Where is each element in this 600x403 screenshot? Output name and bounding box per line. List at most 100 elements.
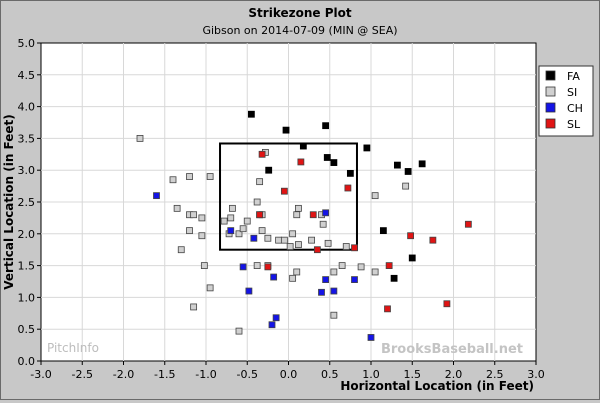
pitch-point-si	[256, 178, 264, 186]
pitch-point-si	[253, 198, 261, 206]
pitch-point-si	[371, 192, 379, 200]
pitch-point-si	[227, 214, 235, 222]
y-axis-ticks: 0.0 0.5 1.0 1.5 2.0 2.5 3.0 3.5 4.0 4.5 5.0	[18, 37, 41, 368]
pitch-point-ch	[318, 288, 325, 296]
pitch-point-si	[136, 134, 144, 142]
x-tick-label: 1.0	[362, 368, 380, 381]
x-tick-label: -2.0	[113, 368, 134, 381]
pitch-point-ch	[330, 287, 338, 295]
pitch-point-si	[308, 236, 316, 244]
pitch-point-si	[169, 176, 177, 184]
pitch-point-sl	[280, 187, 288, 195]
pitch-point-si	[330, 268, 338, 276]
pitch-point-ch	[367, 334, 375, 341]
pitch-point-sl	[464, 220, 472, 228]
pitch-points	[136, 110, 472, 341]
pitch-point-ch	[250, 234, 258, 242]
pitch-point-ch	[245, 287, 253, 295]
pitch-point-si	[177, 246, 185, 254]
pitch-point-si	[371, 268, 379, 276]
pitch-point-fa	[323, 154, 331, 161]
pitch-point-ch	[270, 273, 278, 281]
y-tick-label: 5.0	[18, 37, 36, 50]
legend-swatch-si	[545, 86, 556, 97]
y-tick-label: 0.0	[18, 355, 36, 368]
x-tick-label: -0.5	[237, 368, 258, 381]
pitch-point-sl	[384, 305, 391, 313]
legend-label-ch: CH	[567, 102, 583, 115]
pitch-point-si	[293, 211, 301, 219]
legend-label-fa: FA	[567, 70, 580, 83]
legend-label-sl: SL	[567, 118, 581, 131]
x-tick-label: 0.0	[280, 368, 298, 381]
legend-swatch-ch	[545, 102, 556, 113]
y-tick-label: 0.5	[18, 323, 36, 336]
x-tick-label: 3.0	[527, 368, 545, 381]
y-tick-label: 3.5	[18, 132, 36, 145]
x-tick-label: 1.5	[404, 368, 422, 381]
pitch-point-si	[190, 211, 198, 219]
pitch-point-sl	[443, 300, 451, 308]
pitch-point-fa	[404, 168, 412, 175]
pitch-point-sl	[313, 246, 321, 254]
x-tick-label: -1.0	[195, 368, 216, 381]
x-axis-label: Horizontal Location (in Feet)	[340, 379, 534, 393]
pitch-point-si	[206, 284, 214, 292]
pitch-point-si	[239, 225, 247, 233]
pitch-point-si	[357, 263, 365, 271]
pitch-point-si	[190, 303, 198, 311]
pitch-point-si	[338, 262, 346, 270]
pitch-point-si	[294, 241, 302, 249]
pitch-point-si	[235, 327, 243, 335]
pitch-point-si	[264, 234, 272, 242]
y-tick-label: 1.5	[18, 260, 36, 273]
pitch-point-fa	[330, 159, 338, 166]
pitch-point-si	[319, 220, 327, 228]
pitch-point-si	[258, 227, 266, 235]
pitch-point-si	[286, 243, 294, 250]
pitch-point-si	[173, 204, 181, 212]
pitch-point-fa	[265, 166, 273, 174]
y-tick-label: 1.0	[18, 291, 36, 304]
pitch-point-si	[280, 236, 288, 244]
pitch-point-si	[198, 232, 206, 240]
pitch-point-ch	[272, 314, 280, 322]
pitch-point-fa	[379, 227, 387, 235]
x-tick-label: 2.0	[445, 368, 463, 381]
y-tick-label: 3.0	[18, 164, 36, 177]
pitch-point-sl	[256, 211, 264, 219]
pitch-point-sl	[309, 211, 317, 219]
pitch-point-si	[253, 262, 261, 270]
x-axis-ticks: -3.0 -2.5 -2.0 -1.5 -1.0 -0.5 0.0 0.5 1.0 1.5 2.0 2…	[30, 361, 545, 381]
pitch-point-si	[294, 204, 302, 212]
pitch-point-sl	[297, 158, 305, 166]
pitch-point-ch	[239, 263, 247, 271]
x-tick-label: -1.5	[154, 368, 175, 381]
pitch-point-si	[289, 230, 297, 238]
x-tick-label: -2.5	[72, 368, 93, 381]
pitch-point-si	[235, 230, 243, 238]
pitch-point-fa	[322, 122, 330, 130]
legend-swatch-sl	[545, 118, 556, 129]
chart-subtitle: Gibson on 2014-07-09 (MIN @ SEA)	[202, 24, 397, 37]
y-tick-label: 4.0	[18, 101, 36, 114]
pitch-point-sl	[344, 184, 352, 192]
watermark-brooksbaseball: BrooksBaseball.net	[381, 342, 523, 357]
pitch-point-ch	[268, 321, 276, 329]
pitch-point-sl	[429, 236, 437, 244]
pitch-point-si	[342, 243, 350, 250]
pitch-point-si	[206, 173, 214, 180]
legend: FA SI CH SL	[538, 65, 594, 137]
pitch-point-sl	[351, 244, 358, 252]
y-axis-label: Vertical Location (in Feet)	[2, 114, 16, 289]
y-tick-label: 2.0	[18, 228, 36, 241]
pitch-point-ch	[322, 209, 330, 217]
pitch-point-fa	[390, 274, 398, 282]
pitch-point-si	[228, 204, 236, 212]
pitch-point-fa	[408, 254, 416, 262]
pitch-point-fa	[247, 110, 255, 118]
watermark-pitchinfo: PitchInfo	[47, 341, 99, 355]
x-tick-label: 2.5	[486, 368, 504, 381]
